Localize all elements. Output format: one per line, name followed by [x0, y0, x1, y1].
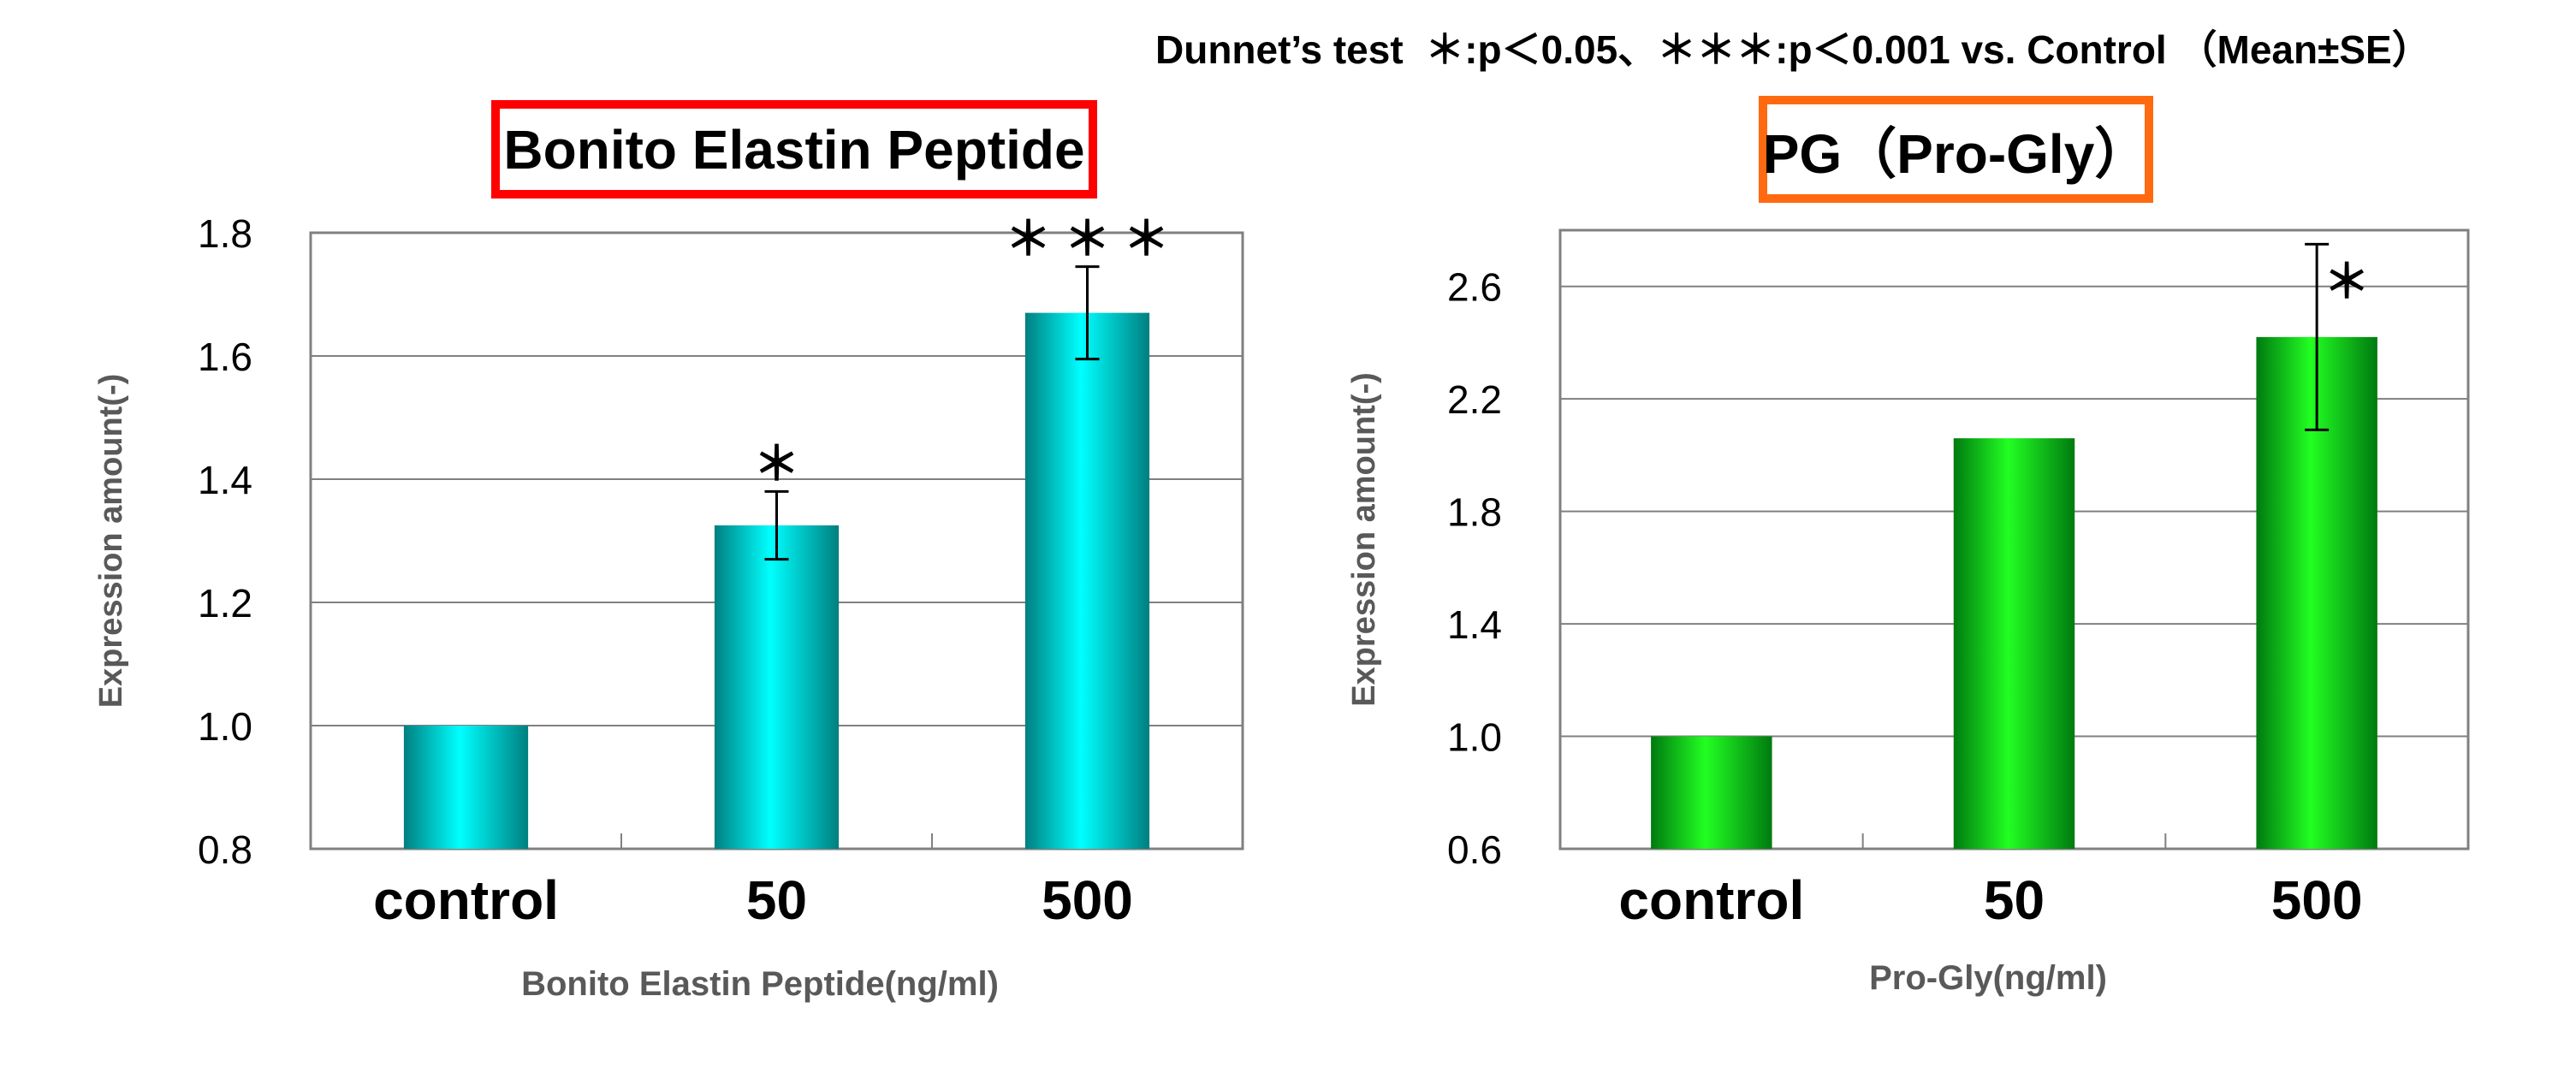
chart-bonito-elastin: 0.8 1.0 1.2 1.4 1.6 1.8 control ＊ 50 ＊ ＊ ＊ 500 Expr…: [93, 211, 1244, 1003]
chart-title-pro-gly: PG（Pro-Gly）: [1759, 96, 2153, 203]
x-axis-title: Pro-Gly(ng/ml): [1869, 959, 2107, 997]
y-axis-title: Expression amount(-): [1346, 372, 1382, 707]
y-tick-label: 2.2: [1447, 377, 1502, 422]
chart-pro-gly: 0.6 1.0 1.4 1.8 2.2 2.6 control 50 ＊ 500 Expressio…: [1346, 228, 2470, 997]
x-tick-label: 500: [2271, 869, 2363, 931]
y-axis-title: Expression amount(-): [93, 374, 129, 708]
y-tick-label: 2.6: [1447, 265, 1502, 310]
y-tick-label: 1.6: [198, 335, 252, 379]
x-tick-label: control: [1618, 869, 1804, 931]
x-tick-label: 50: [746, 869, 807, 931]
chart-title-bonito-elastin: Bonito Elastin Peptide: [491, 100, 1097, 199]
y-tick-label: 1.4: [198, 458, 252, 502]
y-tick-label: 1.4: [1447, 602, 1502, 647]
y-tick-label: 1.2: [198, 581, 252, 625]
bar-50: [714, 525, 840, 849]
y-tick-label: 0.6: [1447, 827, 1502, 872]
y-tick-label: 1.8: [1447, 490, 1502, 535]
significance-marker: ＊: [754, 438, 800, 489]
x-tick-label: 50: [1984, 869, 2045, 931]
y-tick-label: 0.8: [198, 827, 252, 872]
significance-marker: ＊ ＊ ＊: [1005, 214, 1169, 265]
y-tick-label: 1.0: [1447, 715, 1502, 760]
x-tick-label: 500: [1042, 869, 1133, 931]
bar-control: [1651, 736, 1772, 849]
statistics-note: Dunnet’s test ＊:p＜0.05、＊＊＊:p＜0.001 vs. C…: [1155, 27, 2431, 72]
y-tick-label: 1.8: [198, 211, 252, 256]
y-tick-label: 1.0: [198, 704, 252, 749]
bar-500: [1024, 312, 1150, 850]
bar-control: [403, 726, 529, 849]
bar-50: [1953, 438, 2075, 849]
significance-marker: ＊: [2324, 256, 2370, 307]
x-axis-title: Bonito Elastin Peptide(ng/ml): [521, 965, 999, 1003]
x-tick-label: control: [373, 869, 559, 931]
